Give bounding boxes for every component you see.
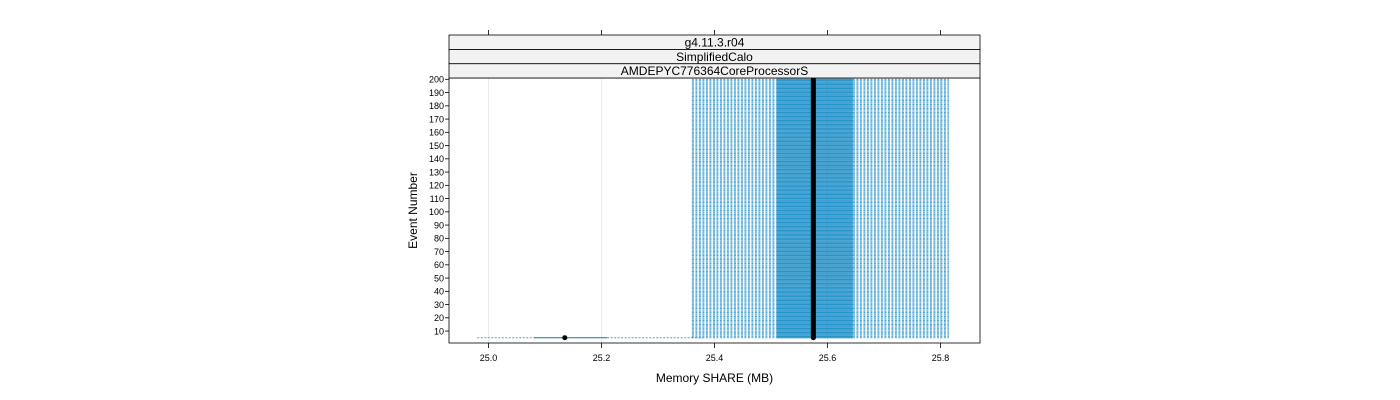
y-tick-label-14: 150 xyxy=(429,141,444,151)
y-tick-label-18: 190 xyxy=(429,88,444,98)
y-tick-label-2: 30 xyxy=(434,300,444,310)
median-s1 xyxy=(810,76,816,341)
x-tick-label-4: 25.8 xyxy=(932,353,950,363)
x-axis-label: Memory SHARE (MB) xyxy=(656,371,773,385)
y-tick-label-13: 140 xyxy=(429,154,444,164)
y-tick-label-11: 120 xyxy=(429,181,444,191)
strip-3-label: AMDEPYC776364CoreProcessorS xyxy=(621,64,808,78)
x-tick-label-2: 25.4 xyxy=(706,353,724,363)
box-s0-e5 xyxy=(533,337,608,339)
y-tick-label-17: 180 xyxy=(429,101,444,111)
strip-2-label: SimplifiedCalo xyxy=(676,50,753,64)
strip-1-label: g4.11.3.r04 xyxy=(685,36,745,50)
x-tick-label-3: 25.6 xyxy=(819,353,837,363)
y-tick-label-5: 60 xyxy=(434,260,444,270)
y-tick-label-16: 170 xyxy=(429,114,444,124)
y-tick-label-10: 110 xyxy=(430,194,444,204)
y-tick-label-12: 130 xyxy=(429,167,444,177)
axes: 25.0 25.2 25.4 25.6 25.8 10 20 30 40 50 60 70 80 90 10… xyxy=(429,30,949,363)
y-tick-label-19: 200 xyxy=(429,75,444,85)
y-tick-label-15: 160 xyxy=(429,128,444,138)
x-tick-label-1: 25.2 xyxy=(593,353,611,363)
plot-data xyxy=(477,76,949,341)
y-tick-label-0: 10 xyxy=(434,326,444,336)
strip-3 xyxy=(448,63,981,79)
y-axis-label: Event Number xyxy=(406,172,420,249)
y-tick-label-6: 70 xyxy=(434,247,444,257)
median-s0 xyxy=(562,335,568,341)
y-tick-label-4: 50 xyxy=(434,273,444,283)
y-tick-label-8: 90 xyxy=(434,220,444,230)
y-tick-label-9: 100 xyxy=(429,207,444,217)
x-tick-label-0: 25.0 xyxy=(480,353,498,363)
y-tick-label-1: 20 xyxy=(434,313,444,323)
y-tick-label-7: 80 xyxy=(434,234,444,244)
y-tick-label-3: 40 xyxy=(434,287,444,297)
